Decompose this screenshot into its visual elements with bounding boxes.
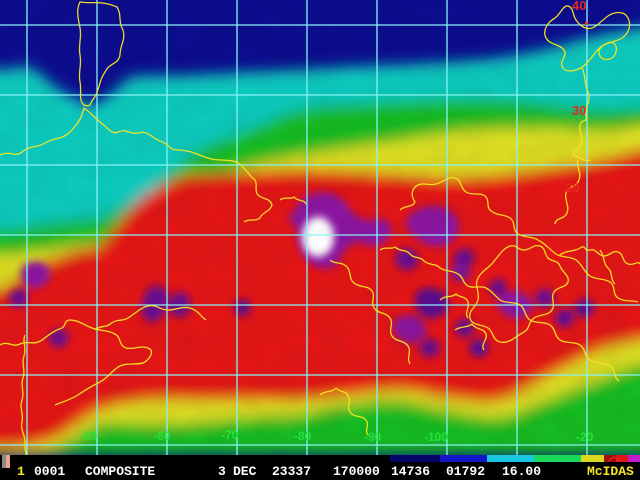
svg-text:1: 1 — [17, 464, 25, 479]
svg-text:-60: -60 — [153, 429, 171, 443]
svg-text:01792: 01792 — [446, 464, 485, 479]
svg-text:16.00: 16.00 — [502, 464, 541, 479]
svg-text:-50: -50 — [80, 429, 98, 443]
svg-text:-80: -80 — [294, 429, 312, 443]
svg-text:-90: -90 — [364, 430, 382, 444]
svg-text:McIDAS: McIDAS — [587, 464, 634, 479]
svg-text:14736: 14736 — [391, 464, 430, 479]
svg-text:20: 20 — [565, 180, 579, 195]
svg-text:30: 30 — [572, 103, 586, 118]
svg-text:40: 40 — [572, 0, 586, 13]
svg-text:23337: 23337 — [272, 464, 311, 479]
svg-text:COMPOSITE: COMPOSITE — [85, 464, 155, 479]
svg-text:-70: -70 — [221, 428, 239, 442]
svg-text:-20: -20 — [576, 430, 594, 444]
svg-text:0001: 0001 — [34, 464, 65, 479]
svg-text:3: 3 — [218, 464, 226, 479]
svg-text:170000: 170000 — [333, 464, 380, 479]
svg-text:DEC: DEC — [233, 464, 257, 479]
svg-text:-100: -100 — [424, 430, 448, 444]
